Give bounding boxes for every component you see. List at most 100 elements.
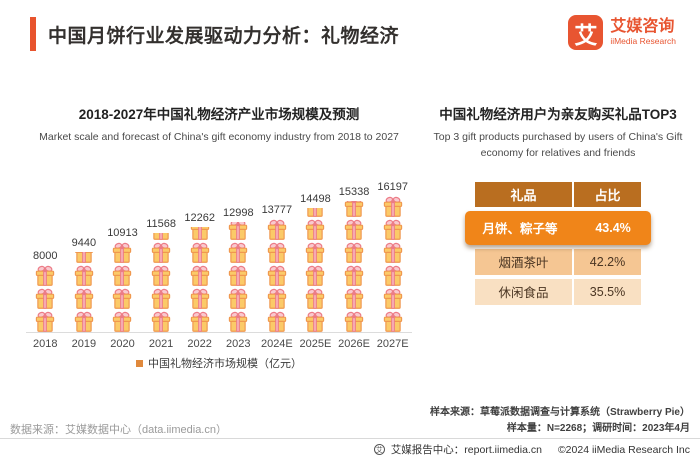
gift-box-icon — [382, 219, 404, 240]
bar-2025E: 14498 — [296, 193, 335, 332]
gift-box-icon — [111, 265, 133, 286]
footer-row: 艾 艾媒报告中心：report.iimedia.cn ©2024 iiMedia… — [373, 442, 690, 455]
x-tick-label: 2026E — [338, 338, 370, 351]
bar-value: 14498 — [300, 193, 331, 206]
bar-value: 12262 — [184, 212, 215, 225]
gift-box-icon — [150, 242, 172, 263]
top3-table: 礼品 占比月饼、粽子等 43.4% 烟酒茶叶 42.2% 休闲食品 35.5% — [465, 181, 651, 305]
gift-box-icon — [266, 242, 288, 263]
x-tick-label: 2024E — [260, 338, 293, 351]
bar-value: 12998 — [222, 207, 254, 220]
data-source-note: 数据来源：艾媒数据中心（data.iimedia.cn） — [10, 424, 227, 436]
sample-note: 样本来源：草莓派数据调查与计算系统（Strawberry Pie） 样本量：N=… — [430, 405, 690, 436]
gift-box-partial-icon — [343, 201, 365, 217]
page-title: 中国月饼行业发展驱动力分析：礼物经济 — [48, 25, 400, 47]
gift-box-icon — [34, 265, 56, 286]
iimedia-badge-icon: 艾 — [373, 444, 385, 455]
gift-box-icon — [189, 288, 211, 309]
gift-box-icon — [343, 288, 365, 309]
gift-box-icon — [34, 288, 56, 309]
bar-value: 9440 — [71, 237, 97, 250]
gift-box-icon — [266, 219, 288, 240]
gift-box-icon — [266, 311, 288, 332]
bar-value: 15338 — [338, 186, 370, 199]
bar-2019: 9440 — [65, 237, 104, 332]
header: 中国月饼行业发展驱动力分析：礼物经济 — [30, 17, 399, 51]
top3-title: 中国礼物经济用户为亲友购买礼品TOP3 — [439, 107, 677, 122]
bar-2027E: 16197 — [373, 181, 412, 332]
table-row: 休闲食品 35.5% — [475, 278, 641, 305]
table-row: 烟酒茶叶 42.2% — [475, 248, 641, 275]
gift-box-icon — [304, 219, 326, 240]
chart-legend: 中国礼物经济市场规模（亿元） — [26, 355, 412, 371]
gift-box-partial-icon — [227, 222, 249, 240]
table-header-cell: 占比 — [574, 181, 641, 207]
gift-box-icon — [34, 311, 56, 332]
gift-box-icon — [343, 242, 365, 263]
gift-box-icon — [111, 242, 133, 263]
gift-box-icon — [343, 311, 365, 332]
copyright-text: ©2024 iiMedia Research Inc — [557, 443, 690, 455]
legend-label: 中国礼物经济市场规模（亿元） — [148, 358, 302, 371]
gift-box-icon — [382, 311, 404, 332]
gift-box-icon — [304, 242, 326, 263]
gift-box-icon — [227, 242, 249, 263]
logo-name-cn: 艾媒咨询 — [610, 18, 675, 36]
bar-2026E: 15338 — [335, 186, 374, 332]
gift-box-icon — [150, 311, 172, 332]
bar-value: 13777 — [261, 204, 293, 217]
top3-subtitle-en: Top 3 gift products purchased by users o… — [433, 131, 683, 160]
pictogram-bar-chart: 8000 9440 10913 11568 12262 12998 13777 14498 15… — [26, 153, 412, 334]
title-accent-bar — [30, 17, 36, 51]
footer-divider — [0, 438, 700, 439]
iimedia-logo-icon: 艾 — [568, 15, 604, 50]
share-cell: 35.5% — [574, 278, 641, 305]
gift-name-cell: 休闲食品 — [475, 278, 573, 305]
gift-economy-chart-panel: 2018-2027年中国礼物经济产业市场规模及预测 Market scale a… — [26, 103, 412, 371]
x-tick-label: 2023 — [226, 338, 251, 351]
gift-box-icon — [150, 288, 172, 309]
x-tick-label: 2022 — [187, 338, 212, 351]
table-header-row: 礼品 占比 — [475, 181, 641, 207]
gift-box-icon — [382, 196, 404, 217]
x-tick-label: 2020 — [110, 338, 135, 351]
bar-value: 10913 — [107, 227, 138, 240]
x-tick-label: 2025E — [299, 338, 332, 351]
gift-box-icon — [382, 288, 404, 309]
gift-box-icon — [227, 265, 249, 286]
gift-name-cell: 烟酒茶叶 — [475, 248, 573, 275]
gift-box-icon — [382, 265, 404, 286]
gift-box-icon — [266, 288, 288, 309]
sample-info: 样本量：N=2268；调研时间：2023年4月 — [506, 422, 690, 434]
bar-2024E: 13777 — [258, 204, 297, 332]
bar-2020: 10913 — [103, 227, 142, 332]
gift-box-icon — [227, 288, 249, 309]
logo-name-en: iiMedia Research — [610, 35, 676, 46]
gift-box-icon — [150, 265, 172, 286]
gift-box-icon — [73, 311, 95, 332]
legend-marker-icon — [136, 359, 143, 367]
bar-2022: 12262 — [180, 212, 219, 332]
gift-box-partial-icon — [304, 208, 326, 217]
gift-name-cell: 月饼、粽子等 — [482, 222, 558, 237]
x-tick-label: 2019 — [71, 338, 97, 351]
share-cell: 43.4% — [595, 220, 631, 235]
table-row-highlighted: 月饼、粽子等 43.4% — [465, 210, 651, 245]
iimedia-logo: 艾 艾媒咨询 iiMedia Research — [568, 15, 676, 50]
gift-box-icon — [304, 311, 326, 332]
x-axis-labels: 2018 2019 2020 2021 2022 2023 2024E 2025E 2026E 2… — [26, 338, 412, 350]
gift-box-icon — [73, 288, 95, 309]
sample-source: 样本来源：草莓派数据调查与计算系统（Strawberry Pie） — [429, 407, 690, 418]
gift-box-partial-icon — [73, 252, 95, 263]
bar-value: 8000 — [33, 250, 58, 263]
bar-value: 11568 — [146, 218, 176, 231]
gift-box-icon — [189, 265, 211, 286]
gift-box-icon — [189, 311, 211, 332]
gift-box-partial-icon — [150, 233, 172, 240]
chart-subtitle-en: Market scale and forecast of China's gif… — [39, 131, 399, 143]
gift-box-icon — [343, 219, 365, 240]
gift-box-icon — [343, 265, 365, 286]
x-tick-label: 2021 — [148, 338, 174, 351]
gift-box-icon — [227, 311, 249, 332]
